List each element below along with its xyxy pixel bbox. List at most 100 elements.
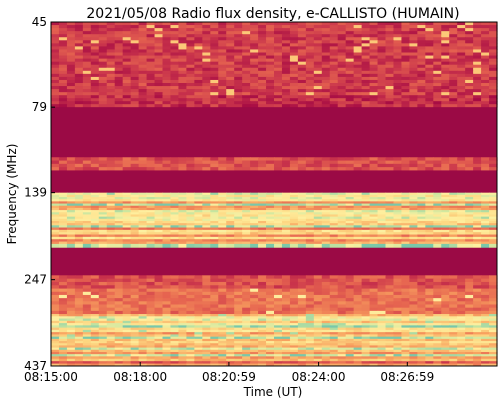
band-cell bbox=[146, 243, 156, 249]
band-cell bbox=[465, 98, 474, 102]
band-cell bbox=[473, 349, 482, 353]
band-cell bbox=[242, 203, 251, 207]
band-cell bbox=[441, 332, 450, 335]
band-cell bbox=[154, 329, 164, 333]
band-cell bbox=[449, 22, 458, 26]
band-cell bbox=[369, 55, 379, 59]
band-cell bbox=[369, 40, 379, 44]
band-cell bbox=[66, 354, 76, 357]
band-cell bbox=[369, 67, 379, 72]
band-cell bbox=[130, 349, 140, 353]
band-cell bbox=[266, 61, 275, 66]
band-cell bbox=[58, 58, 68, 63]
band-cell bbox=[218, 76, 227, 81]
band-cell bbox=[58, 329, 68, 333]
band-cell bbox=[305, 223, 315, 226]
band-cell bbox=[194, 83, 203, 87]
band-cell bbox=[226, 205, 235, 209]
band-cell bbox=[361, 329, 371, 333]
band-cell bbox=[321, 28, 331, 32]
band-cell bbox=[457, 327, 466, 331]
band-cell bbox=[401, 212, 410, 215]
band-cell bbox=[130, 95, 140, 99]
band-cell bbox=[345, 37, 355, 41]
band-cell bbox=[146, 34, 156, 38]
band-cell bbox=[393, 325, 403, 329]
band-cell bbox=[98, 167, 108, 171]
band-cell bbox=[226, 349, 235, 353]
band-cell bbox=[393, 338, 403, 342]
band-cell bbox=[154, 239, 164, 242]
band-cell bbox=[234, 232, 243, 235]
band-cell bbox=[409, 28, 418, 32]
band-cell bbox=[90, 52, 100, 56]
band-cell bbox=[250, 160, 259, 165]
band-cell bbox=[242, 194, 251, 198]
band-cell bbox=[369, 61, 379, 66]
band-cell bbox=[377, 325, 387, 329]
band-cell bbox=[457, 336, 466, 340]
band-cell bbox=[202, 291, 211, 296]
band-cell bbox=[266, 294, 275, 299]
band-cell bbox=[170, 229, 180, 233]
band-cell bbox=[425, 79, 434, 84]
band-cell bbox=[226, 329, 235, 333]
band-cell bbox=[305, 25, 315, 29]
band-cell bbox=[210, 216, 219, 220]
band-cell bbox=[345, 67, 355, 72]
band-cell bbox=[154, 288, 164, 293]
band-cell bbox=[401, 307, 410, 312]
band-cell bbox=[210, 194, 219, 198]
band-cell bbox=[353, 37, 363, 41]
band-cell bbox=[385, 294, 395, 299]
band-cell bbox=[305, 275, 315, 280]
band-cell bbox=[146, 358, 156, 362]
band-cell bbox=[242, 336, 251, 340]
band-cell bbox=[250, 214, 259, 218]
band-cell bbox=[369, 294, 379, 299]
band-cell bbox=[321, 160, 331, 165]
band-cell bbox=[441, 61, 450, 66]
band-cell bbox=[289, 314, 299, 317]
band-cell bbox=[361, 338, 371, 342]
band-cell bbox=[154, 275, 164, 280]
band-cell bbox=[393, 201, 403, 204]
band-cell bbox=[345, 275, 355, 280]
band-cell bbox=[377, 214, 387, 218]
band-cell bbox=[266, 34, 275, 38]
band-cell bbox=[417, 52, 426, 56]
band-cell bbox=[242, 28, 251, 32]
band-cell bbox=[178, 160, 187, 165]
band-cell bbox=[489, 207, 498, 211]
band-cell bbox=[266, 22, 275, 26]
band-cell bbox=[74, 345, 84, 349]
band-cell bbox=[425, 31, 434, 35]
band-cell bbox=[329, 220, 339, 224]
band-cell bbox=[401, 243, 410, 249]
band-cell bbox=[393, 278, 403, 283]
band-cell bbox=[194, 163, 203, 168]
band-cell bbox=[274, 341, 283, 344]
band-cell bbox=[289, 338, 299, 342]
band-cell bbox=[98, 79, 108, 84]
band-cell bbox=[51, 314, 60, 317]
band-cell bbox=[305, 318, 315, 322]
band-cell bbox=[51, 205, 60, 209]
band-cell bbox=[473, 86, 482, 90]
band-cell bbox=[202, 325, 211, 329]
band-cell bbox=[250, 223, 259, 226]
band-cell bbox=[481, 278, 490, 283]
band-cell bbox=[202, 163, 211, 168]
band-cell bbox=[138, 345, 148, 349]
band-cell bbox=[51, 349, 60, 353]
band-cell bbox=[218, 37, 227, 41]
band-cell bbox=[345, 89, 355, 93]
band-cell bbox=[226, 163, 235, 168]
band-cell bbox=[98, 101, 108, 105]
band-cell bbox=[481, 343, 490, 346]
band-cell bbox=[122, 210, 132, 213]
band-cell bbox=[266, 25, 275, 29]
band-cell bbox=[297, 163, 307, 168]
band-cell bbox=[130, 227, 140, 231]
band-cell bbox=[281, 298, 291, 302]
